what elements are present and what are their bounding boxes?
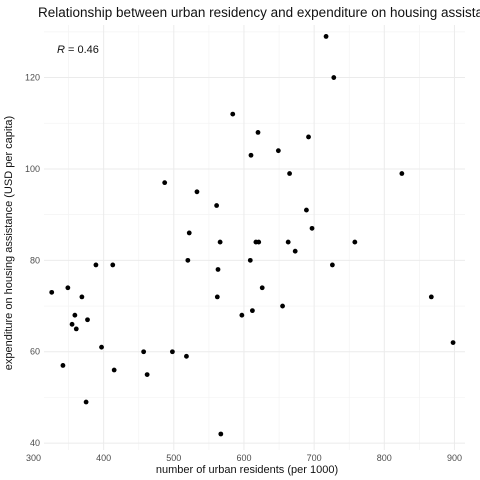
- data-point: [65, 285, 71, 291]
- correlation-annotation: R = 0.46: [57, 44, 99, 56]
- data-point: [72, 312, 78, 318]
- data-point: [259, 285, 265, 291]
- data-point: [275, 148, 281, 154]
- data-point: [428, 294, 434, 300]
- data-point: [185, 257, 191, 263]
- data-point: [249, 308, 255, 314]
- data-point: [110, 262, 116, 268]
- x-tick-label: 300: [26, 453, 41, 463]
- data-point: [214, 203, 220, 208]
- x-axis-label: number of urban residents (per 1000): [156, 464, 338, 476]
- data-point: [247, 257, 253, 263]
- data-point: [285, 239, 291, 245]
- data-point: [306, 134, 311, 140]
- data-point: [69, 321, 75, 327]
- data-point: [287, 171, 292, 176]
- x-tick-label: 700: [307, 453, 322, 463]
- data-point: [215, 267, 221, 272]
- x-tick-label: 400: [96, 453, 111, 463]
- y-axis-ticks: 40 60 80 100 120: [25, 73, 40, 449]
- x-tick-label: 900: [447, 453, 462, 463]
- data-point: [162, 180, 168, 186]
- x-tick-label: 800: [377, 453, 392, 463]
- y-tick-label: 40: [30, 438, 40, 448]
- data-point: [323, 34, 329, 39]
- chart-title: Relationship between urban residency and…: [38, 5, 480, 20]
- data-point: [255, 129, 261, 135]
- data-point: [450, 340, 456, 346]
- data-point: [304, 207, 309, 213]
- data-point: [280, 303, 285, 309]
- data-point: [218, 431, 224, 437]
- data-point: [239, 312, 245, 318]
- data-point: [329, 262, 335, 268]
- data-point: [141, 349, 147, 355]
- data-point: [79, 294, 85, 300]
- x-tick-label: 500: [166, 453, 181, 463]
- correlation-value: = 0.46: [65, 44, 99, 56]
- data-point: [49, 289, 55, 295]
- data-point: [292, 248, 298, 254]
- data-point: [352, 239, 358, 245]
- y-tick-label: 60: [30, 347, 40, 357]
- y-tick-label: 120: [25, 73, 40, 83]
- data-point: [60, 363, 66, 368]
- data-point: [194, 189, 200, 195]
- data-point: [256, 239, 262, 245]
- data-points: [49, 34, 456, 437]
- x-axis-ticks: 300 400 500 600 700 800 900: [26, 453, 462, 463]
- data-point: [170, 349, 175, 355]
- data-point: [230, 111, 236, 117]
- correlation-symbol: R: [57, 44, 65, 56]
- y-axis-label: expenditure on housing assistance (USD p…: [3, 116, 15, 370]
- data-point: [399, 171, 405, 176]
- data-point: [331, 75, 337, 80]
- plot-grid: [44, 25, 465, 450]
- data-point: [248, 152, 254, 158]
- data-point: [184, 353, 189, 359]
- data-point: [217, 239, 223, 245]
- data-point: [186, 230, 192, 236]
- data-point: [99, 344, 104, 350]
- y-tick-label: 80: [30, 255, 40, 265]
- data-point: [111, 367, 117, 373]
- data-point: [73, 326, 79, 332]
- data-point: [144, 372, 150, 377]
- y-tick-label: 100: [25, 164, 40, 174]
- data-point: [93, 262, 99, 268]
- data-point: [83, 399, 89, 405]
- data-point: [214, 294, 220, 300]
- x-tick-label: 600: [236, 453, 251, 463]
- data-point: [85, 317, 90, 323]
- data-point: [309, 225, 315, 231]
